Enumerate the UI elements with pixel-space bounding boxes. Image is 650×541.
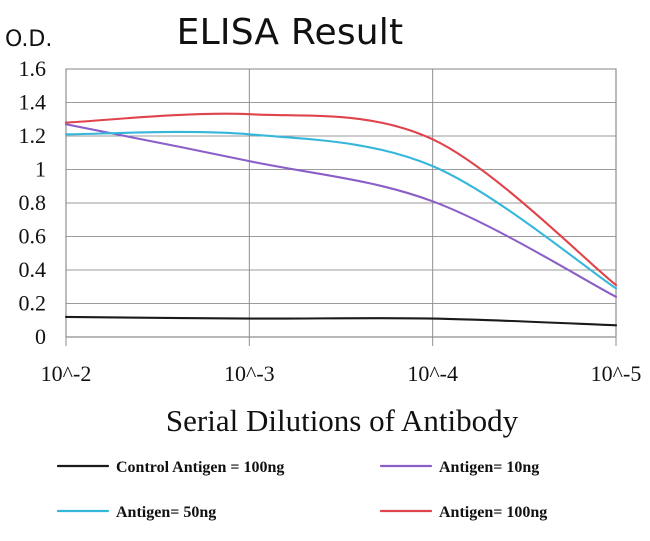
legend-item-antigen-10ng: Antigen= 10ng [379,459,539,476]
y-tick-label-0: 0 [35,324,46,349]
series-line-antigen-100ng [64,112,618,287]
x-tick-labels: 10^-2 10^-3 10^-4 10^-5 [41,361,642,386]
chart-title: ELISA Result [177,12,404,53]
y-tick-label-4: 0.8 [19,190,47,215]
legend: Control Antigen = 100ng Antigen= 10ng Anti… [56,459,547,521]
y-axis-label: O.D. [5,27,52,52]
y-tick-label-5: 1 [35,157,46,182]
x-tick-label-1: 10^-3 [224,361,275,386]
plot-area: 10^-2 10^-3 10^-4 10^-5 0 0.2 0.4 0.6 0.8 1 1.2 1.… [19,56,642,386]
y-tick-label-6: 1.2 [19,123,47,148]
legend-item-control-antigen-100ng: Control Antigen = 100ng [56,459,284,476]
series-line-control-antigen-100ng [64,315,618,327]
legend-label-control-antigen-100ng: Control Antigen = 100ng [116,459,284,476]
legend-item-antigen-100ng: Antigen= 100ng [379,504,547,521]
y-tick-label-8: 1.6 [19,56,47,81]
legend-label-antigen-100ng: Antigen= 100ng [439,504,547,521]
legend-label-antigen-50ng: Antigen= 50ng [116,504,216,521]
y-tick-label-2: 0.4 [19,257,47,282]
y-tick-label-3: 0.6 [19,224,47,249]
gridlines [65,68,617,346]
x-tick-label-0: 10^-2 [41,361,92,386]
x-tick-label-3: 10^-5 [591,361,642,386]
x-axis-label: Serial Dilutions of Antibody [166,403,519,438]
y-tick-label-1: 0.2 [19,291,47,316]
x-tick-label-2: 10^-4 [407,361,458,386]
y-tick-label-7: 1.4 [19,90,47,115]
series-line-antigen-50ng [64,130,618,290]
series-line-antigen-10ng [64,123,618,298]
legend-label-antigen-10ng: Antigen= 10ng [439,459,539,476]
series-lines [64,112,618,327]
legend-item-antigen-50ng: Antigen= 50ng [56,504,216,521]
y-tick-labels: 0 0.2 0.4 0.6 0.8 1 1.2 1.4 1.6 [19,56,47,349]
chart-title-group: ELISA Result O.D. [5,12,403,53]
